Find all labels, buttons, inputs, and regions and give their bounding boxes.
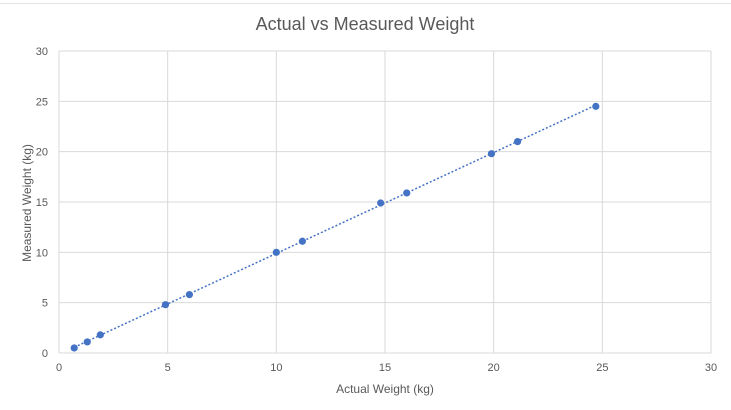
data-point <box>403 189 411 197</box>
data-point <box>161 301 170 309</box>
y-axis-title: Measured Weight (kg) <box>20 144 34 262</box>
x-tick-label: 0 <box>56 362 62 374</box>
y-tick-label: 15 <box>36 197 48 209</box>
data-point <box>185 291 193 299</box>
y-tick-label: 30 <box>36 46 48 58</box>
x-axis-title: Actual Weight (kg) <box>336 382 434 396</box>
data-point <box>96 331 104 339</box>
data-point <box>592 102 600 110</box>
y-tick-label: 20 <box>36 147 48 159</box>
y-tick-label: 25 <box>36 96 48 108</box>
data-point <box>272 248 280 256</box>
data-point <box>513 138 522 146</box>
data-point <box>83 338 91 346</box>
x-tick-label: 5 <box>165 362 171 374</box>
top-strip <box>0 0 731 4</box>
y-tick-label: 5 <box>42 298 48 310</box>
data-point <box>70 344 78 352</box>
chart-title: Actual vs Measured Weight <box>256 14 475 34</box>
data-point <box>487 150 496 158</box>
y-tick-label: 0 <box>42 348 48 360</box>
x-tick-label: 20 <box>488 362 500 374</box>
grid-layer <box>58 50 712 354</box>
data-point <box>298 237 307 245</box>
y-tick-label: 10 <box>36 247 48 259</box>
tick-label-layer: 0 5 10 15 20 25 30 0 5 10 15 20 25 30 <box>36 46 717 374</box>
x-tick-label: 15 <box>379 362 391 374</box>
x-tick-label: 30 <box>705 362 717 374</box>
x-tick-label: 10 <box>270 362 282 374</box>
data-point <box>377 199 385 207</box>
x-tick-label: 25 <box>596 362 608 374</box>
data-point-layer <box>70 102 600 352</box>
